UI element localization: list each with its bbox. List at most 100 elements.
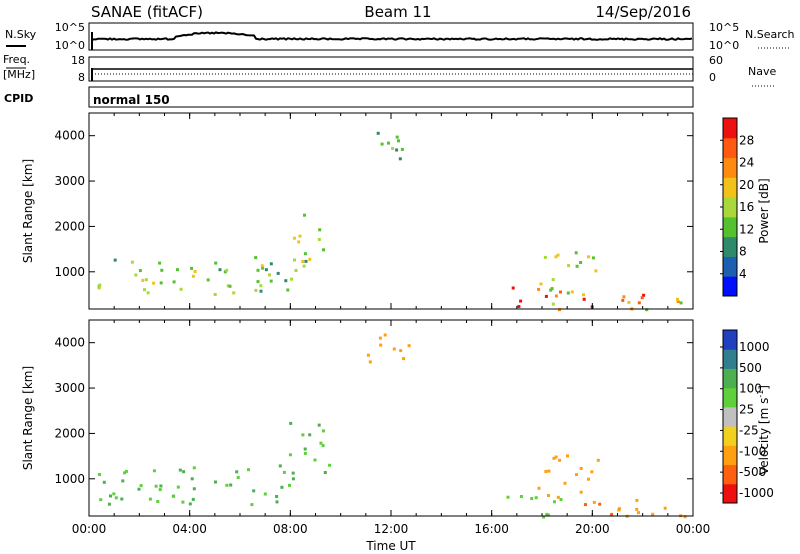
echo-cell <box>256 268 260 272</box>
echo-cell <box>286 288 290 292</box>
echo-cell <box>544 294 548 298</box>
echo-cell <box>99 498 103 502</box>
echo-cell <box>278 464 282 468</box>
echo-cell <box>551 302 555 306</box>
echo-cell <box>225 268 229 272</box>
echo-cell <box>322 429 325 433</box>
echo-cell <box>579 490 583 494</box>
echo-cell <box>587 255 591 259</box>
echo-cell <box>275 495 279 498</box>
colorbar-segment <box>723 426 737 446</box>
date-title: 14/Sep/2016 <box>595 3 691 21</box>
echo-cell <box>297 240 301 244</box>
echo-cell <box>592 500 596 504</box>
echo-cell <box>218 268 222 272</box>
colorbar-segment <box>723 236 737 257</box>
echo-cell <box>123 471 127 475</box>
echo-cell <box>598 502 602 506</box>
echo-cell <box>400 147 404 151</box>
echo-cell <box>114 496 118 500</box>
echo-cell <box>579 261 583 264</box>
colorbar-tick-label: 12 <box>739 222 754 236</box>
echo-cell <box>517 305 521 308</box>
cpid-label: CPID <box>4 92 33 105</box>
colorbar-tick-label: 28 <box>739 133 754 147</box>
echo-cell <box>109 494 112 498</box>
nave-right-tick-bottom: 0 <box>709 71 716 84</box>
echo-cell <box>280 485 284 489</box>
freq-panel: Freq. [MHz] Nave 18 8 60 0 <box>3 53 776 87</box>
echo-cell <box>282 470 286 474</box>
power-y-axis-label: Slant Range [km] <box>21 159 35 263</box>
echo-cell <box>264 268 268 272</box>
echo-cell <box>181 500 185 504</box>
cpid-panel-frame <box>88 86 694 108</box>
y-tick-label: 1000 <box>54 265 85 279</box>
colorbar-segment <box>723 387 737 408</box>
echo-cell <box>637 511 640 515</box>
echo-cell <box>542 515 546 519</box>
freq-label-1: Freq. <box>3 53 30 66</box>
echo-cell <box>645 308 649 312</box>
echo-cell <box>544 470 548 473</box>
echo-cell <box>596 458 600 462</box>
y-tick-label: 2000 <box>54 219 85 233</box>
echo-cell <box>113 258 117 262</box>
echo-cell <box>322 248 325 252</box>
echo-cell <box>179 287 183 291</box>
echo-cell <box>635 507 639 511</box>
noise-sky-label: N.Sky <box>5 28 37 41</box>
x-axis-label: Time UT <box>365 539 416 553</box>
beam-title: Beam 11 <box>364 3 431 21</box>
noise-sky-line <box>91 31 693 41</box>
velocity-colorbar-label-sup: -1 <box>756 390 765 398</box>
colorbar-tick-label: 4 <box>739 267 747 281</box>
echo-cell <box>214 261 218 265</box>
colorbar-tick-label: -25 <box>739 423 759 437</box>
colorbar-tick-label: -100 <box>739 444 766 458</box>
colorbar-segment <box>723 330 737 350</box>
echo-cell <box>582 293 585 297</box>
echo-cell <box>676 297 679 301</box>
echo-cell <box>160 268 164 272</box>
power-echo-cells <box>97 131 683 312</box>
echo-cell <box>176 268 179 272</box>
freq-left-tick-top: 18 <box>71 54 85 67</box>
echo-cell <box>506 495 510 499</box>
echo-cell <box>543 255 547 259</box>
colorbar-segment <box>723 276 737 297</box>
echo-cell <box>530 497 534 501</box>
colorbar-segment <box>723 197 737 218</box>
echo-cell <box>566 454 569 458</box>
colorbar-segment <box>723 349 737 369</box>
echo-cell <box>554 294 558 298</box>
echo-cell <box>383 333 387 337</box>
echo-cell <box>289 421 293 425</box>
echo-cell <box>317 238 321 241</box>
echo-cell <box>319 441 323 445</box>
echo-cell <box>637 301 641 305</box>
echo-cell <box>225 483 229 487</box>
echo-cell <box>290 277 293 281</box>
echo-cell <box>328 463 332 467</box>
echo-cell <box>395 148 399 152</box>
echo-cell <box>575 473 578 477</box>
echo-cell <box>178 468 182 472</box>
y-tick-label: 3000 <box>54 174 85 188</box>
echo-cell <box>139 484 143 488</box>
noise-panel-frame <box>88 22 694 51</box>
velocity-x-ticks: 00:00 04:00 08:00 12:00 16:00 20:00 00:00 <box>72 320 710 536</box>
noise-left-tick-top: 10^5 <box>55 21 85 34</box>
velocity-colorbar-label: Velocity [m s-1] <box>756 385 771 475</box>
echo-cell <box>121 479 125 483</box>
echo-cell <box>679 301 683 305</box>
echo-cell <box>537 486 541 490</box>
echo-cell <box>190 477 194 481</box>
echo-cell <box>213 293 217 296</box>
noise-search-label: N.Search <box>745 28 795 41</box>
echo-cell <box>156 500 160 503</box>
echo-cell <box>288 453 292 457</box>
echo-cell <box>584 503 587 507</box>
noise-panel: N.Sky N.Search 10^5 10^0 10^5 10^0 <box>5 21 795 52</box>
x-tick-label: 20:00 <box>575 522 610 536</box>
